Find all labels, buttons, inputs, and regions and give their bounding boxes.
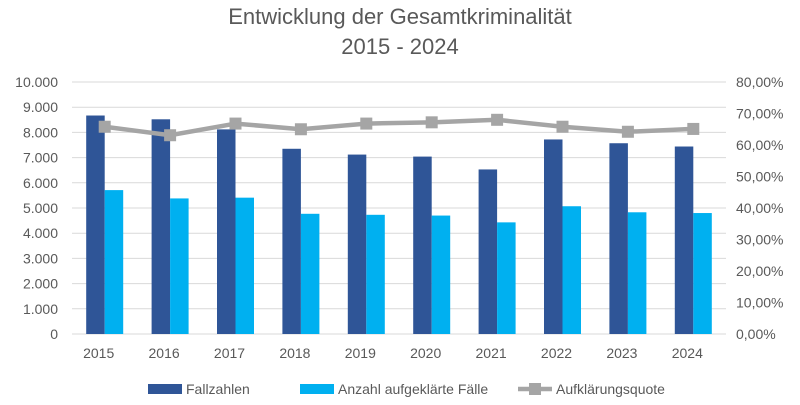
bar-fallzahlen (151, 119, 171, 335)
line-marker (229, 117, 242, 130)
bar-aufgeklaert (104, 190, 124, 334)
y-left-tick-label: 1.000 (23, 301, 58, 317)
bar-aufgeklaert (562, 206, 581, 334)
y-left-tick-label: 2.000 (23, 276, 58, 292)
legend-marker (529, 383, 541, 395)
bar-fallzahlen (544, 139, 563, 334)
bar-fallzahlen (347, 154, 367, 334)
x-tick-label: 2023 (606, 345, 637, 361)
y-left-tick-label: 10.000 (15, 74, 58, 90)
bar-aufgeklaert (497, 222, 516, 334)
x-tick-label: 2019 (345, 345, 376, 361)
line-marker (491, 113, 504, 126)
x-tick-label: 2018 (279, 345, 310, 361)
x-tick-label: 2021 (476, 345, 507, 361)
y-left-tick-label: 4.000 (23, 225, 58, 241)
x-tick-label: 2016 (149, 345, 180, 361)
y-left-tick-label: 0 (50, 326, 58, 342)
chart-subtitle: 2015 - 2024 (341, 34, 458, 59)
bar-aufgeklaert (235, 197, 254, 334)
bar-aufgeklaert (170, 198, 189, 334)
y-right-tick-label: 50,00% (736, 169, 783, 185)
y-left-tick-label: 8.000 (23, 124, 58, 140)
y-left-tick-label: 5.000 (23, 200, 58, 216)
bar-fallzahlen (478, 169, 498, 334)
line-marker (294, 123, 307, 136)
y-right-tick-label: 0,00% (736, 326, 776, 342)
bar-aufgeklaert (366, 214, 385, 334)
line-aufklaerungsquote (104, 117, 694, 138)
legend-swatch (148, 384, 182, 394)
bar-fallzahlen (609, 143, 628, 334)
bar-aufgeklaert (693, 213, 712, 334)
bar-aufgeklaert (300, 213, 320, 334)
y-right-tick-label: 30,00% (736, 232, 783, 248)
x-tick-label: 2022 (541, 345, 572, 361)
y-left-tick-label: 9.000 (23, 99, 58, 115)
legend-label: Aufklärungsquote (556, 381, 665, 397)
y-left-tick-label: 7.000 (23, 150, 58, 166)
x-tick-label: 2015 (83, 345, 114, 361)
y-left-tick-label: 3.000 (23, 250, 58, 266)
line-marker (556, 120, 569, 133)
x-tick-label: 2017 (214, 345, 245, 361)
bar-fallzahlen (413, 156, 432, 334)
bar-fallzahlen (282, 148, 301, 334)
y-right-tick-label: 20,00% (736, 263, 783, 279)
x-tick-label: 2020 (410, 345, 441, 361)
line-marker (360, 117, 373, 130)
line-marker (98, 120, 111, 133)
bar-fallzahlen (217, 129, 236, 334)
line-marker (425, 116, 438, 129)
bar-aufgeklaert (627, 212, 647, 334)
chart-title: Entwicklung der Gesamtkriminalität (228, 4, 572, 29)
y-right-tick-label: 80,00% (736, 74, 783, 90)
y-right-tick-label: 40,00% (736, 200, 783, 216)
line-marker (687, 122, 700, 135)
y-right-tick-label: 60,00% (736, 137, 783, 153)
legend-label: Fallzahlen (186, 381, 250, 397)
legend-label: Anzahl aufgeklärte Fälle (338, 381, 488, 397)
legend-swatch (300, 384, 334, 394)
y-right-tick-label: 70,00% (736, 106, 783, 122)
bar-aufgeklaert (431, 215, 451, 334)
line-marker (164, 129, 177, 142)
y-right-tick-label: 10,00% (736, 295, 783, 311)
line-marker (621, 125, 634, 138)
y-left-tick-label: 6.000 (23, 175, 58, 191)
bar-fallzahlen (86, 115, 105, 335)
bar-fallzahlen (674, 146, 694, 334)
x-tick-label: 2024 (672, 345, 703, 361)
